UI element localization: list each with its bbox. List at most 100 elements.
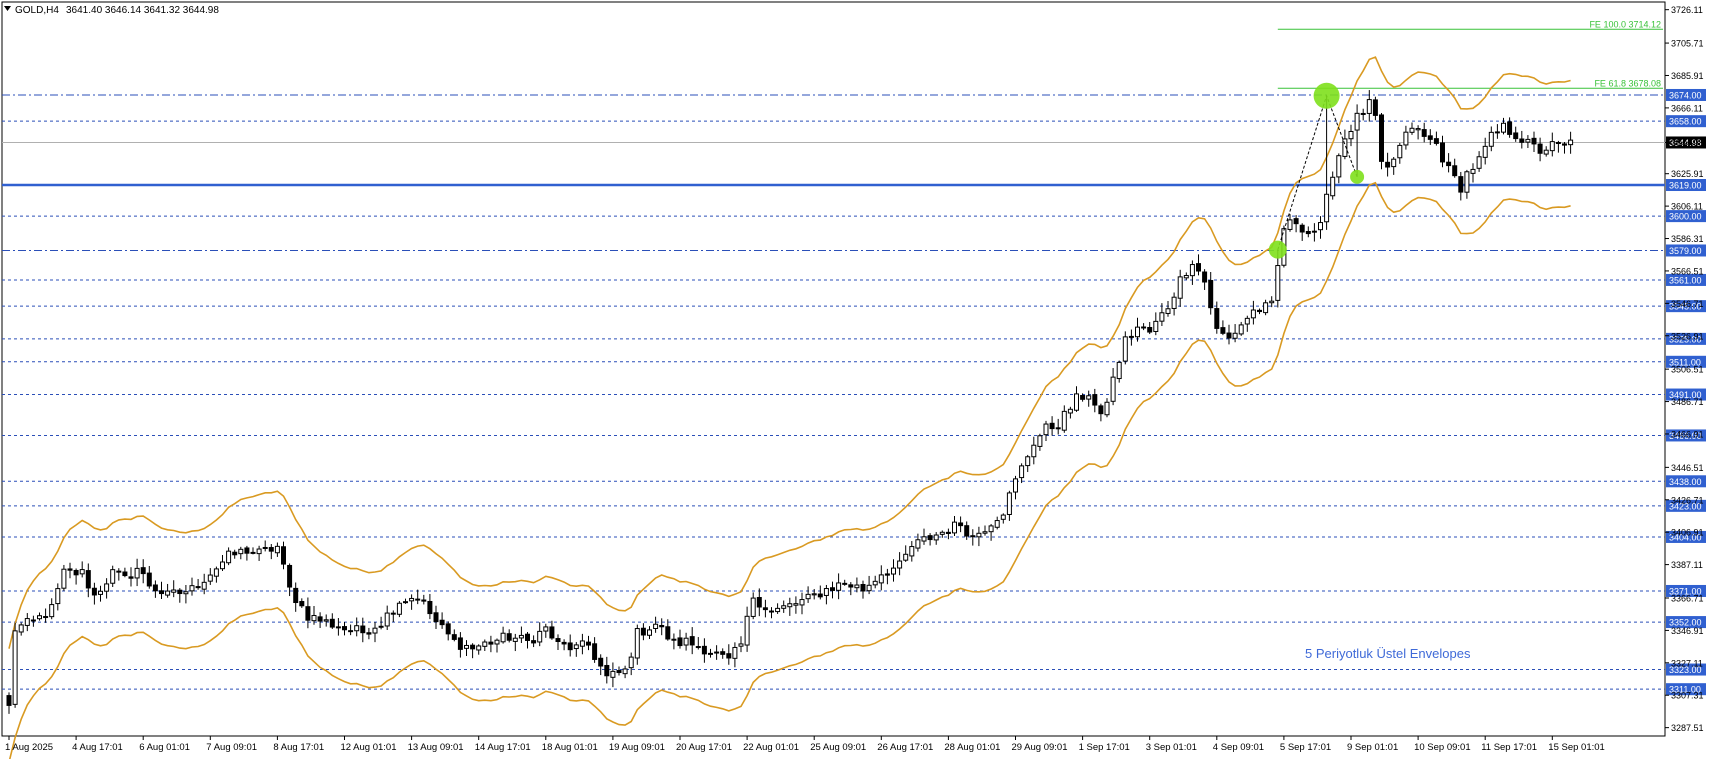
candle-body[interactable] bbox=[195, 586, 201, 589]
candle-body[interactable] bbox=[964, 525, 970, 537]
candle-body[interactable] bbox=[1452, 165, 1458, 177]
candle-body[interactable] bbox=[305, 606, 311, 621]
candle-body[interactable] bbox=[860, 584, 866, 592]
candle-body[interactable] bbox=[61, 568, 67, 589]
candle-body[interactable] bbox=[1299, 224, 1305, 233]
candle-body[interactable] bbox=[909, 546, 915, 557]
candle-body[interactable] bbox=[372, 627, 378, 634]
candle-body[interactable] bbox=[110, 569, 116, 584]
candle-body[interactable] bbox=[1397, 144, 1403, 159]
candle-body[interactable] bbox=[640, 627, 646, 636]
candle-body[interactable] bbox=[152, 584, 158, 592]
candle-body[interactable] bbox=[207, 574, 213, 582]
swing-point-marker[interactable] bbox=[1313, 82, 1340, 109]
candle-body[interactable] bbox=[183, 591, 189, 595]
candle-body[interactable] bbox=[842, 582, 848, 585]
candle-body[interactable] bbox=[1220, 327, 1226, 334]
candle-body[interactable] bbox=[433, 612, 439, 623]
candle-body[interactable] bbox=[1061, 410, 1067, 431]
candle-body[interactable] bbox=[1202, 271, 1208, 283]
candle-body[interactable] bbox=[769, 610, 774, 613]
candle-body[interactable] bbox=[549, 626, 555, 639]
candle-body[interactable] bbox=[714, 651, 720, 654]
candle-body[interactable] bbox=[1360, 112, 1366, 115]
candle-body[interactable] bbox=[1513, 132, 1519, 140]
candle-body[interactable] bbox=[1494, 131, 1500, 134]
candle-body[interactable] bbox=[1482, 145, 1488, 158]
candle-body[interactable] bbox=[1562, 143, 1567, 146]
candle-body[interactable] bbox=[482, 641, 488, 647]
candle-body[interactable] bbox=[708, 652, 713, 655]
candle-body[interactable] bbox=[1537, 143, 1543, 154]
candle-body[interactable] bbox=[616, 670, 622, 674]
candle-body[interactable] bbox=[12, 630, 18, 705]
candle-body[interactable] bbox=[982, 531, 988, 534]
candle-body[interactable] bbox=[836, 582, 842, 591]
candle-body[interactable] bbox=[1153, 320, 1159, 332]
candle-body[interactable] bbox=[884, 573, 890, 576]
candle-body[interactable] bbox=[1348, 130, 1354, 140]
candle-body[interactable] bbox=[1409, 127, 1415, 133]
candle-body[interactable] bbox=[1543, 149, 1549, 155]
candle-body[interactable] bbox=[976, 532, 982, 538]
candle-body[interactable] bbox=[628, 656, 634, 669]
candle-body[interactable] bbox=[854, 584, 860, 589]
candle-body[interactable] bbox=[1226, 332, 1232, 339]
candle-body[interactable] bbox=[531, 640, 537, 644]
candle-body[interactable] bbox=[1238, 324, 1244, 335]
candle-body[interactable] bbox=[701, 645, 707, 655]
candle-body[interactable] bbox=[128, 576, 134, 579]
candle-body[interactable] bbox=[140, 567, 146, 575]
candle-body[interactable] bbox=[1232, 332, 1238, 339]
candle-body[interactable] bbox=[823, 588, 829, 596]
candle-body[interactable] bbox=[226, 550, 232, 564]
candle-body[interactable] bbox=[512, 637, 518, 642]
candle-body[interactable] bbox=[1446, 161, 1452, 167]
candle-body[interactable] bbox=[1177, 276, 1183, 299]
candle-body[interactable] bbox=[665, 626, 671, 640]
candle-body[interactable] bbox=[384, 612, 390, 627]
candle-body[interactable] bbox=[1531, 137, 1537, 145]
candle-body[interactable] bbox=[43, 616, 49, 619]
candle-body[interactable] bbox=[1385, 161, 1391, 168]
candle-body[interactable] bbox=[671, 638, 677, 641]
candle-body[interactable] bbox=[744, 615, 750, 646]
candle-body[interactable] bbox=[366, 632, 372, 635]
candle-body[interactable] bbox=[464, 644, 469, 649]
candle-body[interactable] bbox=[756, 597, 762, 608]
candle-body[interactable] bbox=[293, 587, 299, 604]
candle-body[interactable] bbox=[1263, 302, 1269, 314]
candle-body[interactable] bbox=[1196, 263, 1201, 272]
candle-body[interactable] bbox=[988, 525, 994, 533]
candle-body[interactable] bbox=[488, 641, 494, 645]
candle-body[interactable] bbox=[1354, 112, 1360, 131]
candle-body[interactable] bbox=[476, 645, 482, 651]
candle-body[interactable] bbox=[1189, 264, 1195, 277]
candle-body[interactable] bbox=[457, 637, 463, 650]
candle-body[interactable] bbox=[1287, 219, 1293, 230]
candle-body[interactable] bbox=[287, 564, 293, 588]
candle-body[interactable] bbox=[915, 539, 921, 549]
candle-body[interactable] bbox=[1476, 156, 1482, 169]
candle-body[interactable] bbox=[518, 634, 524, 639]
candle-body[interactable] bbox=[1183, 275, 1189, 279]
candle-body[interactable] bbox=[1147, 326, 1153, 333]
candle-body[interactable] bbox=[1555, 142, 1561, 145]
candle-body[interactable] bbox=[79, 569, 85, 575]
candle-body[interactable] bbox=[805, 593, 811, 600]
candle-body[interactable] bbox=[945, 531, 951, 534]
candle-body[interactable] bbox=[262, 546, 268, 549]
candle-body[interactable] bbox=[1568, 139, 1574, 146]
candle-body[interactable] bbox=[891, 567, 896, 575]
candle-body[interactable] bbox=[1141, 326, 1147, 329]
candle-body[interactable] bbox=[6, 695, 12, 706]
candle-body[interactable] bbox=[177, 589, 183, 595]
candle-body[interactable] bbox=[238, 548, 244, 555]
candle-body[interactable] bbox=[1092, 394, 1098, 406]
candle-body[interactable] bbox=[421, 599, 427, 602]
candle-body[interactable] bbox=[567, 642, 573, 651]
candle-body[interactable] bbox=[543, 626, 549, 632]
candle-body[interactable] bbox=[1421, 129, 1427, 137]
candle-body[interactable] bbox=[525, 633, 530, 641]
